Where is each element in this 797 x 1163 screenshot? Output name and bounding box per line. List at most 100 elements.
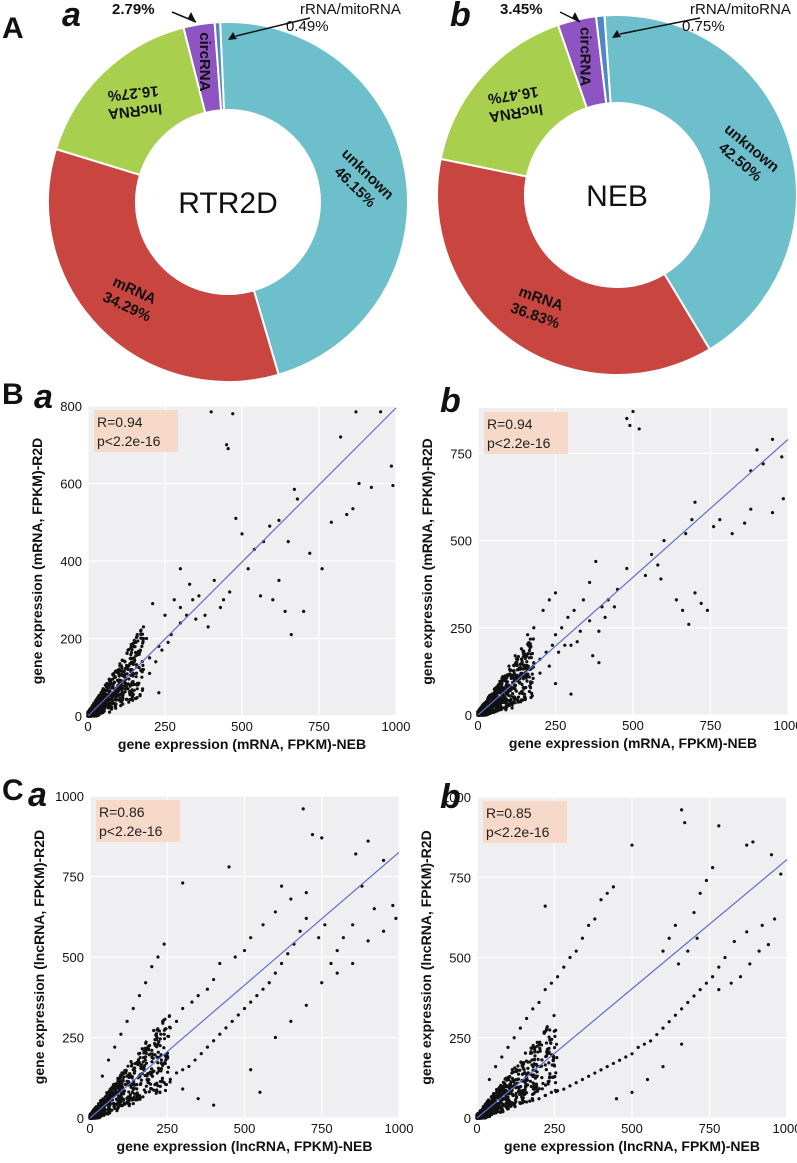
data-point [525,660,529,664]
data-point [106,1112,110,1116]
data-point [366,839,370,843]
data-point [500,1055,504,1059]
data-point [588,619,592,623]
data-point [268,524,272,528]
data-point [162,1037,167,1041]
data-point [123,1068,127,1073]
data-point [120,698,124,703]
data-point [492,693,496,697]
data-point [692,994,696,998]
data-point [560,626,564,630]
data-point [163,1088,168,1093]
scatter-mrna-b: R=0.94 p<2.2e-16 0 250 500 750 1000 0 250 500 750 g… [419,408,797,751]
data-point [760,923,764,928]
data-point [125,651,129,655]
data-point [597,629,601,633]
data-point [531,1098,535,1102]
data-point [723,955,727,960]
data-point [240,532,244,536]
data-point [594,559,598,564]
donut-center-label: NEB [586,180,648,213]
callout-rrna-arrowhead [228,32,237,40]
data-point [757,949,761,953]
y-axis-label: gene expression (lncRNA, FPKM)-R2D [418,830,434,1084]
data-point [391,903,395,908]
data-point [90,705,95,709]
data-point [507,664,511,668]
slice-label-name: lncRNA [107,100,163,123]
data-point [717,824,721,828]
x-axis-label: gene expression (lncRNA, FPKM)-NEB [117,1138,373,1154]
data-point [526,672,530,676]
data-point [526,1066,530,1070]
data-point [514,689,518,693]
donut-slice-lncrna [439,23,589,178]
data-point [667,936,671,940]
data-point [599,1068,603,1072]
data-point [335,971,339,975]
data-point [289,1019,293,1024]
data-point [113,1087,117,1091]
data-point [131,1068,135,1072]
data-point [492,1111,496,1115]
data-point [117,667,121,672]
data-point [133,650,138,655]
data-point [114,702,118,706]
data-point [507,1084,511,1088]
data-point [717,988,721,992]
data-point [543,1093,547,1098]
panel-letter-c: C [2,774,24,807]
x-tick-label: 0 [474,718,481,733]
annotation-box [483,801,567,843]
data-point [513,1078,518,1082]
data-point [522,651,526,656]
data-point [109,1091,113,1096]
data-point [129,642,133,647]
data-point [556,1089,560,1093]
data-point [115,1107,120,1111]
data-point [148,671,152,675]
x-tick-label: 0 [84,719,91,734]
data-point [292,487,296,491]
data-point [514,657,519,661]
data-point [562,965,566,969]
annotation-r-value: R=0.86 [99,804,145,820]
data-point [551,1059,555,1063]
x-tick-label: 750 [699,1121,721,1136]
data-point [129,660,134,664]
data-point [554,1042,559,1046]
callout-circrna-arrowhead [188,12,196,22]
data-point [181,1006,185,1011]
data-point [103,706,107,710]
regression-line [87,407,397,717]
data-point [578,629,582,633]
data-point [504,692,509,696]
data-point [130,695,135,699]
data-point [224,1026,228,1030]
data-point [138,1051,142,1055]
data-point [514,1094,518,1098]
data-point [516,1077,521,1081]
x-tick-label: 500 [622,718,644,733]
data-point [107,701,111,705]
data-point [518,1101,523,1106]
data-point [524,1059,528,1063]
y-tick-label: 0 [75,709,82,724]
data-point [151,602,155,606]
data-point [135,1087,139,1091]
data-point [152,1028,156,1033]
data-point [168,1026,172,1030]
data-point [106,1058,111,1062]
data-point [510,692,515,696]
data-point [137,1061,142,1065]
data-point [122,1089,126,1093]
data-point [693,591,697,595]
x-tick-label: 250 [544,1121,566,1136]
data-point [161,1021,165,1025]
data-point [178,567,182,571]
data-point [497,1090,501,1095]
y-axis-label: gene expression (mRNA, FPKM)-R2D [419,438,435,685]
data-point [129,1060,133,1064]
